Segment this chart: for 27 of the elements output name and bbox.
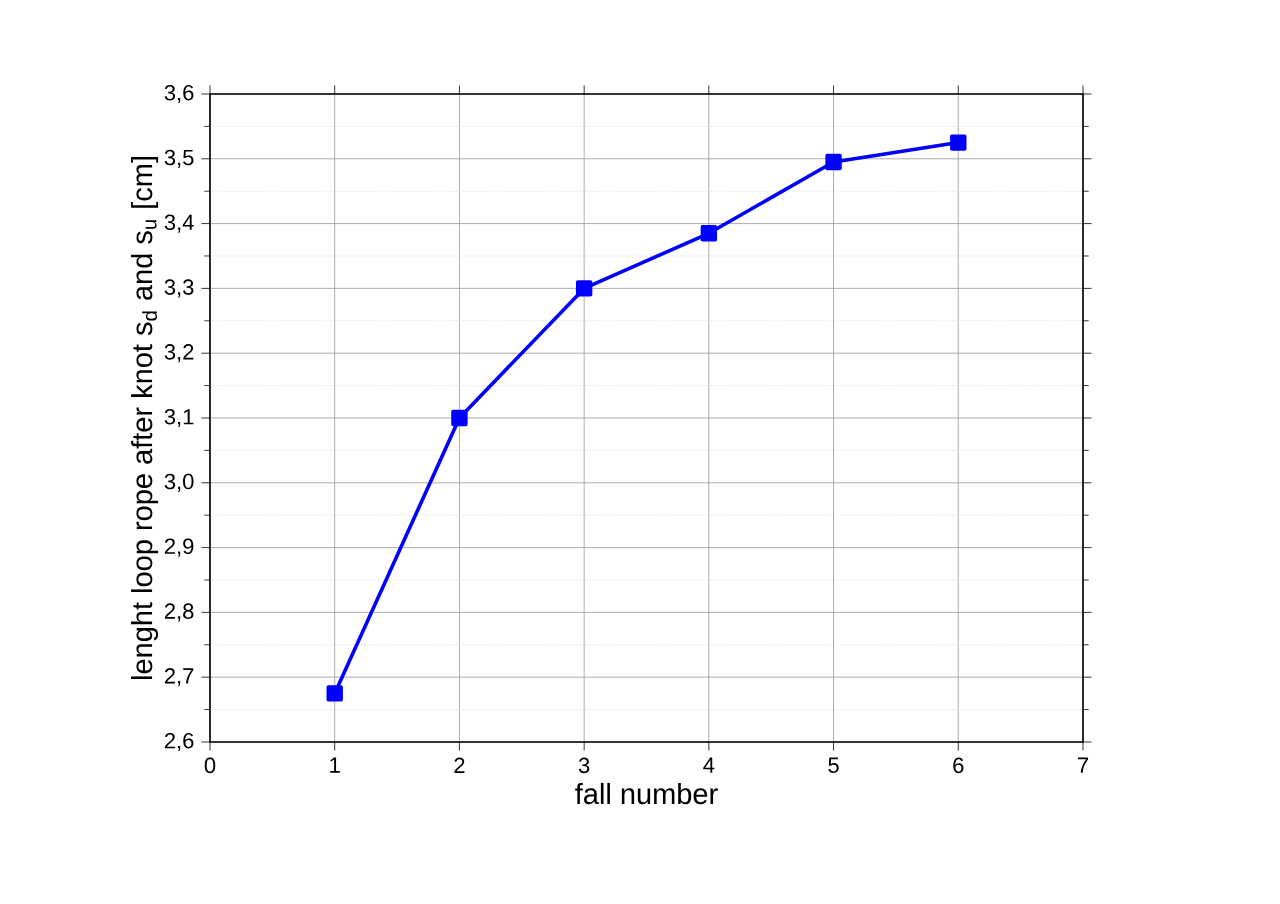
x-tick-label: 2 [454,757,465,773]
x-axis-title: fall number [575,782,718,805]
y-tick-label: 2,6 [164,732,194,752]
y-tick-label: 2,7 [164,668,194,687]
y-tick-label: 3,0 [164,473,194,492]
point [451,409,468,427]
y-tick-label: 2,8 [164,603,194,622]
point [825,153,842,171]
x-tick-label: 5 [828,757,839,773]
x-tick-label: 1 [330,757,340,773]
x-tick-label: 6 [953,757,964,774]
y-tick-label: 3,5 [164,149,194,168]
y-tick-label: 2,9 [164,538,194,557]
y-tick-label: 3,2 [164,344,194,363]
x-tick-label: 0 [204,757,216,774]
point [700,225,718,242]
point [575,280,593,297]
x-tick-label: 3 [578,757,590,774]
y-tick-label: 3,6 [164,84,194,104]
y-tick-label: 3,4 [164,214,194,233]
y-tick-label: 3,1 [164,408,194,428]
x-tick-label: 4 [703,757,715,773]
point [326,685,343,702]
x-tick-label: 7 [1078,757,1089,773]
point [950,134,967,151]
y-tick-label: 3,3 [164,279,194,298]
y-axis-title: lenght loop rope after knot s$_{d}$ and s$_{u}$ [cm] [131,157,159,679]
